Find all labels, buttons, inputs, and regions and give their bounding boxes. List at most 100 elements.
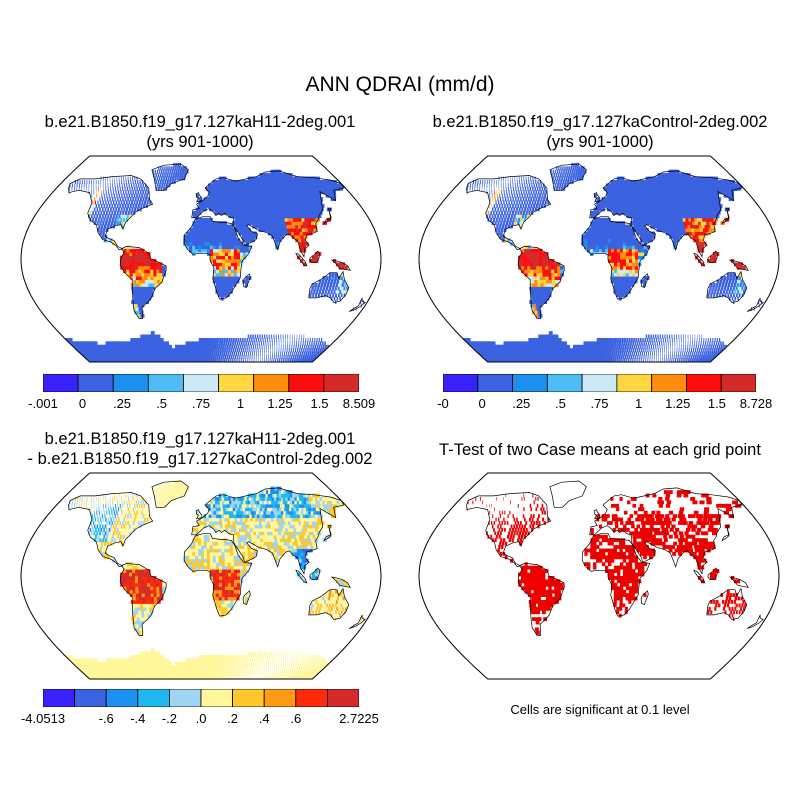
map-cell (567, 180, 570, 184)
map-cell (644, 344, 646, 349)
map-cell (237, 337, 240, 342)
map-cell (278, 337, 280, 342)
map-cell (534, 207, 537, 212)
map-cell (552, 283, 556, 287)
map-cell (636, 224, 640, 229)
map-cell (216, 259, 220, 263)
map-cell (286, 358, 288, 362)
map-cell (619, 272, 624, 277)
map-cell (202, 355, 206, 359)
map-cell (155, 173, 157, 177)
map-cell (237, 358, 239, 362)
map-cell (658, 186, 663, 191)
map-cell (499, 234, 503, 239)
map-cell (736, 265, 740, 270)
map-cell (218, 252, 223, 256)
map-cell (637, 214, 642, 219)
map-cell (605, 348, 608, 353)
map-cell (694, 337, 696, 342)
map-cell (325, 344, 327, 349)
map-cell (141, 259, 145, 263)
map-cell (206, 224, 211, 229)
map-cell (315, 193, 321, 198)
map-cell (147, 197, 150, 202)
map-cell (322, 341, 324, 346)
map-cell (245, 252, 250, 256)
map-cell (212, 252, 217, 256)
map-cell (498, 217, 501, 222)
map-cell (317, 348, 320, 353)
colorbar-swatch (323, 373, 360, 393)
map-cell (679, 355, 681, 359)
map-cell (189, 231, 193, 236)
map-cell (206, 197, 210, 202)
map-cell (138, 193, 141, 198)
map-cell (502, 234, 506, 239)
map-cell (579, 358, 583, 362)
map-cell (214, 204, 218, 208)
map-cell (192, 344, 196, 349)
map-cell (623, 193, 628, 198)
map-cell (274, 341, 275, 346)
map-cell (566, 351, 570, 356)
map-cell (257, 348, 259, 353)
map-cell (275, 245, 280, 250)
map-cell (571, 348, 575, 353)
map-cell (271, 190, 277, 195)
map-cell (536, 293, 541, 298)
map-cell (498, 228, 501, 232)
map-cell (212, 234, 217, 239)
map-cell (160, 351, 164, 356)
map-cell (293, 190, 299, 195)
map-cell (163, 355, 167, 359)
map-cell (159, 355, 164, 359)
map-cell (533, 262, 537, 267)
map-cell (212, 272, 217, 277)
map-cell (513, 190, 515, 195)
map-cell (616, 269, 621, 274)
map-cell (617, 348, 620, 353)
map-cell (642, 180, 647, 184)
map-cell (201, 355, 204, 359)
map-cell (547, 351, 552, 356)
map-cell (99, 207, 101, 212)
map-cell (198, 344, 202, 349)
map-cell (637, 180, 642, 184)
map-cell (682, 358, 684, 362)
map-cell (198, 207, 202, 212)
map-cell (545, 255, 549, 260)
map-cell (630, 204, 635, 208)
map-cell (251, 238, 255, 243)
map-cell (639, 186, 644, 191)
map-cell (275, 224, 280, 229)
map-cell (253, 348, 255, 353)
map-cell (510, 183, 511, 188)
map-cell (614, 180, 619, 184)
map-cell (113, 190, 115, 195)
map-cell (651, 337, 653, 342)
map-cell (501, 193, 503, 198)
map-cell (309, 293, 312, 298)
map-cell (209, 348, 212, 353)
map-cell (144, 334, 149, 339)
map-cell (595, 358, 598, 362)
map-cell (552, 358, 557, 362)
map-cell (283, 224, 288, 229)
map-cell (254, 351, 255, 356)
map-cell (541, 289, 546, 294)
map-cell (301, 204, 306, 208)
map-cell (642, 283, 646, 287)
map-cell (179, 173, 182, 177)
map-cell (534, 341, 539, 346)
map-cell (269, 341, 271, 346)
map-cell (628, 265, 633, 270)
map-cell (254, 355, 256, 359)
map-cell (731, 289, 734, 294)
map-cell (633, 337, 635, 342)
map-cell (227, 262, 232, 267)
map-cell (695, 348, 697, 353)
map-cell (661, 224, 666, 229)
map-cell (632, 348, 635, 353)
map-cell (587, 341, 591, 346)
map-cell (687, 200, 692, 205)
